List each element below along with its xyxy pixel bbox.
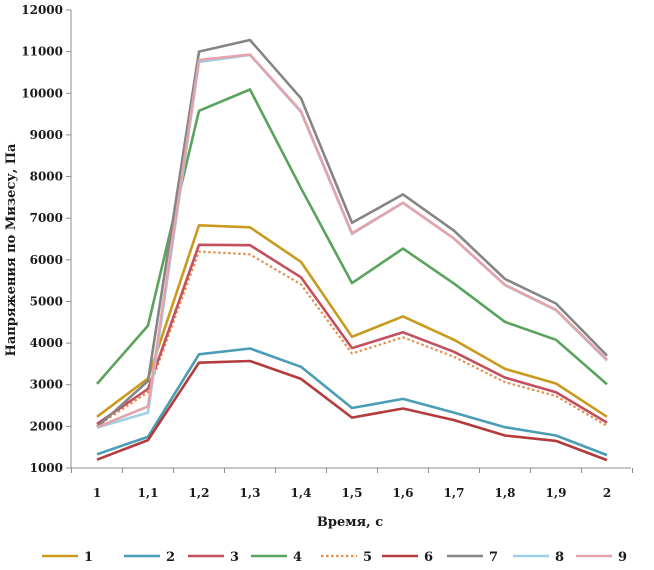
y-tick-label: 12000: [21, 3, 63, 17]
x-tick-label: 1,9: [546, 486, 567, 500]
series-3-line: [96, 243, 608, 425]
legend: 1 2 3 4 5 6 7 8 9: [42, 550, 627, 565]
legend-label: 1: [84, 550, 93, 565]
series-2-line: [96, 347, 608, 457]
series-5-line: [96, 250, 608, 427]
series-lines: [96, 38, 608, 462]
legend-label: 9: [618, 550, 627, 565]
x-tick-label: 2: [603, 486, 611, 500]
x-tick-label: 1,4: [291, 486, 312, 500]
x-tick-labels: 1 1,1 1,2 1,3 1,4 1,5 1,6 1,7 1,8 1,9 2: [93, 486, 611, 500]
y-tick-label: 3000: [30, 378, 63, 392]
legend-label: 4: [293, 550, 302, 565]
x-tick-label: 1: [93, 486, 101, 500]
y-axis-label: Напряжения по Мизесу, Па: [4, 143, 19, 356]
y-tick-label: 2000: [30, 419, 63, 433]
y-tick-label: 4000: [30, 336, 63, 350]
x-tick-label: 1,3: [240, 486, 261, 500]
series-6-line: [96, 359, 608, 462]
series-9-line: [96, 53, 608, 429]
legend-label: 7: [489, 550, 498, 565]
x-tick-label: 1,5: [342, 486, 363, 500]
axes: [66, 9, 633, 473]
x-tick-label: 1,6: [393, 486, 414, 500]
legend-label: 3: [230, 550, 239, 565]
y-tick-label: 11000: [21, 45, 63, 59]
legend-label: 2: [166, 550, 175, 565]
legend-label: 6: [424, 550, 433, 565]
x-tick-label: 1,2: [189, 486, 210, 500]
x-tick-label: 1,1: [138, 486, 159, 500]
y-tick-label: 10000: [21, 86, 63, 100]
y-tick-label: 7000: [30, 211, 63, 225]
series-1-line: [96, 224, 608, 418]
y-tick-labels: 1000 2000 3000 4000 5000 6000 7000 8000 9000 1000…: [21, 3, 63, 475]
y-tick-label: 9000: [30, 128, 63, 142]
x-tick-label: 1,8: [495, 486, 516, 500]
legend-label: 8: [555, 550, 564, 565]
x-tick-label: 1,7: [444, 486, 465, 500]
y-tick-label: 8000: [30, 170, 63, 184]
x-axis-label: Время, с: [317, 515, 383, 530]
y-tick-label: 5000: [30, 294, 63, 308]
y-tick-label: 6000: [30, 253, 63, 267]
series-7-line: [96, 38, 608, 429]
y-tick-label: 1000: [30, 461, 63, 475]
legend-label: 5: [363, 550, 372, 565]
